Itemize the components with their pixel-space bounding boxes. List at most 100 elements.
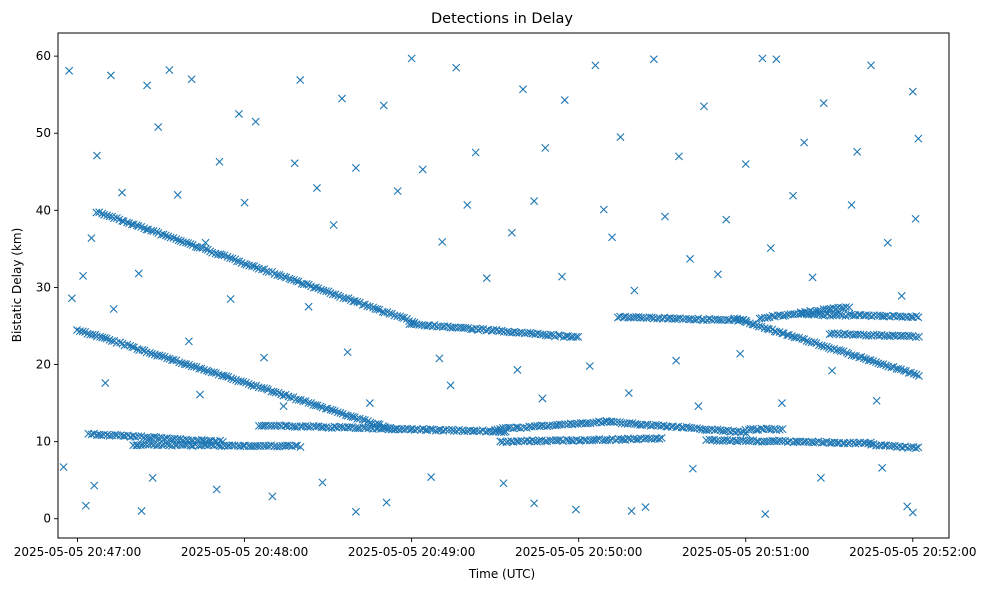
track-marker bbox=[302, 280, 311, 289]
track-marker bbox=[911, 444, 920, 453]
detection-marker bbox=[226, 295, 235, 303]
track-marker bbox=[322, 287, 331, 296]
track-marker bbox=[95, 332, 104, 341]
track-marker bbox=[912, 312, 921, 321]
track-marker bbox=[100, 210, 109, 219]
detection-marker bbox=[661, 212, 669, 221]
track-marker bbox=[374, 424, 382, 433]
track-marker bbox=[116, 338, 125, 347]
detection-marker bbox=[914, 134, 923, 143]
track-marker bbox=[195, 243, 204, 252]
track-marker bbox=[138, 345, 147, 354]
track-marker bbox=[150, 432, 159, 441]
detection-marker bbox=[201, 238, 210, 247]
track-marker bbox=[226, 254, 235, 262]
detection-marker bbox=[616, 133, 625, 142]
detection-marker bbox=[165, 66, 174, 74]
detection-marker bbox=[908, 87, 917, 96]
track-marker bbox=[775, 425, 784, 434]
detection-marker bbox=[641, 503, 650, 512]
track-marker bbox=[791, 310, 800, 319]
track-marker bbox=[379, 424, 388, 433]
detection-marker bbox=[290, 159, 299, 168]
track-marker bbox=[294, 395, 303, 404]
detection-marker bbox=[329, 220, 338, 229]
track-marker bbox=[528, 436, 537, 445]
track-marker bbox=[174, 236, 183, 245]
track-marker bbox=[894, 364, 903, 373]
track-marker bbox=[342, 294, 350, 303]
track-marker bbox=[476, 324, 485, 333]
track-marker bbox=[304, 398, 313, 407]
detection-marker bbox=[351, 507, 360, 516]
detection-marker bbox=[90, 481, 99, 490]
track-marker bbox=[214, 370, 223, 379]
track-marker bbox=[819, 342, 828, 351]
track-marker bbox=[326, 405, 335, 414]
detection-marker bbox=[65, 66, 74, 75]
track-marker bbox=[228, 254, 237, 263]
detection-marker bbox=[67, 294, 76, 303]
track-marker bbox=[172, 235, 181, 244]
track-marker bbox=[207, 440, 216, 449]
track-marker bbox=[836, 310, 845, 319]
detection-marker bbox=[471, 148, 480, 157]
track-marker bbox=[110, 214, 119, 223]
track-marker bbox=[239, 377, 248, 386]
y-tick-label: 40 bbox=[36, 203, 51, 217]
track-marker bbox=[850, 351, 859, 360]
track-marker bbox=[859, 354, 868, 363]
detection-marker bbox=[624, 389, 633, 398]
track-marker bbox=[545, 421, 554, 430]
track-marker bbox=[353, 297, 362, 306]
x-tick-label: 2025-05-05 20:47:00 bbox=[14, 545, 141, 559]
track-marker bbox=[426, 425, 435, 434]
y-tick-label: 50 bbox=[36, 126, 51, 140]
track-marker bbox=[645, 313, 654, 322]
track-marker bbox=[103, 211, 112, 220]
track-marker bbox=[328, 406, 337, 415]
track-marker bbox=[657, 433, 666, 442]
detection-marker bbox=[435, 354, 444, 363]
track-marker bbox=[513, 423, 522, 432]
detection-marker bbox=[530, 197, 539, 206]
track-marker bbox=[592, 435, 601, 444]
detection-marker bbox=[630, 286, 639, 295]
track-marker bbox=[914, 371, 923, 380]
track-marker bbox=[857, 352, 866, 361]
detection-marker bbox=[688, 464, 697, 473]
track-marker bbox=[754, 322, 763, 331]
track-marker bbox=[556, 436, 565, 444]
detection-marker bbox=[137, 507, 146, 516]
track-marker bbox=[687, 423, 696, 432]
track-marker bbox=[717, 316, 726, 325]
track-marker bbox=[735, 316, 744, 324]
track-marker bbox=[137, 432, 146, 441]
track-marker bbox=[783, 331, 792, 340]
track-marker bbox=[184, 239, 193, 248]
track-marker bbox=[264, 268, 273, 276]
track-marker bbox=[296, 395, 305, 404]
detection-marker bbox=[196, 390, 204, 399]
detection-marker bbox=[541, 143, 550, 152]
track-marker bbox=[798, 334, 807, 343]
x-tick-label: 2025-05-05 20:49:00 bbox=[348, 545, 475, 559]
track-marker bbox=[380, 308, 389, 317]
track-marker bbox=[314, 422, 323, 431]
track-marker bbox=[283, 441, 292, 450]
detection-marker bbox=[713, 270, 722, 279]
track-marker bbox=[350, 297, 359, 306]
detection-marker bbox=[446, 381, 455, 390]
track-marker bbox=[123, 340, 132, 349]
track-marker bbox=[277, 272, 286, 281]
track-marker bbox=[190, 362, 199, 371]
track-marker bbox=[441, 425, 450, 434]
track-marker bbox=[914, 313, 923, 322]
track-marker bbox=[539, 330, 548, 339]
detection-marker bbox=[847, 200, 856, 209]
detection-marker bbox=[761, 510, 770, 519]
track-marker bbox=[845, 303, 854, 312]
track-marker bbox=[105, 335, 114, 344]
track-marker bbox=[128, 342, 137, 351]
